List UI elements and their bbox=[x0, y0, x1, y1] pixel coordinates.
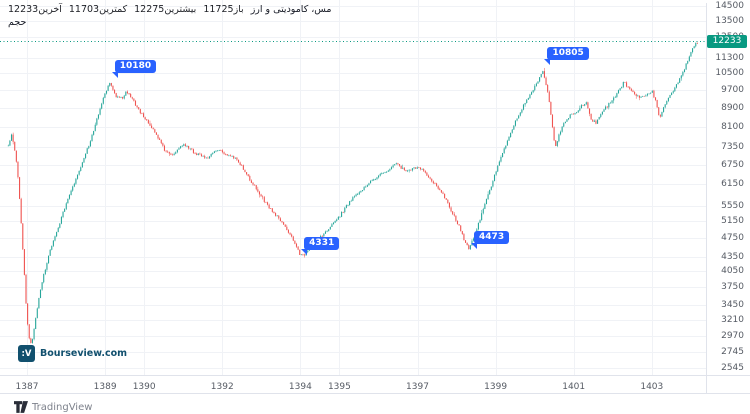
price-tick-label: 2970 bbox=[721, 330, 744, 341]
time-tick-label: 1403 bbox=[640, 382, 664, 392]
time-tick-label: 1392 bbox=[210, 382, 234, 392]
time-tick-label: 1387 bbox=[15, 382, 39, 392]
time-tick-label: 1390 bbox=[132, 382, 156, 392]
legend-field-high: 12275 بیشترین bbox=[134, 4, 196, 15]
symbol-name[interactable]: مس، کامودیتی و ارز bbox=[250, 4, 332, 15]
legend-field-low: 11703 کمترین bbox=[69, 4, 127, 15]
legend-last-label: آخرین bbox=[38, 4, 62, 15]
last-price-badge: 12233 bbox=[707, 34, 747, 48]
price-tick-label: 7350 bbox=[721, 142, 744, 153]
price-callout[interactable]: 10180 bbox=[111, 59, 157, 78]
bourseview-label: Bourseview.com bbox=[40, 348, 128, 359]
price-tick-label: 9700 bbox=[721, 84, 744, 95]
price-callout[interactable]: 10805 bbox=[544, 47, 589, 66]
bourseview-logo-icon: :V bbox=[18, 345, 35, 362]
price-tick-label: 11300 bbox=[715, 52, 744, 63]
price-tick-label: 3210 bbox=[721, 314, 744, 325]
price-tick-label: 4350 bbox=[721, 251, 744, 262]
price-tick-label: 4750 bbox=[721, 233, 744, 244]
price-tick-label: 13500 bbox=[715, 15, 744, 26]
time-tick-label: 1394 bbox=[288, 382, 312, 392]
time-tick-label: 1401 bbox=[562, 382, 586, 392]
legend-open-value: 11725 bbox=[203, 4, 234, 15]
price-tick-label: 4050 bbox=[721, 266, 744, 277]
price-tick-label: 10500 bbox=[715, 68, 744, 79]
price-tick-label: 3450 bbox=[721, 299, 744, 310]
bourseview-watermark[interactable]: :V Bourseview.com bbox=[18, 345, 127, 362]
tradingview-attribution[interactable]: TradingView bbox=[14, 398, 92, 414]
legend-last-value: 12233 bbox=[8, 4, 39, 15]
time-tick-label: 1395 bbox=[327, 382, 351, 392]
legend-low-label: کمترین bbox=[99, 4, 128, 15]
ohlc-legend: 12233 آخرین 11703 کمترین 12275 بیشترین 1172… bbox=[8, 4, 332, 15]
price-scale[interactable]: 1450013500125001130010500970089008100735… bbox=[707, 0, 750, 393]
price-tick-label: 3750 bbox=[721, 282, 744, 293]
legend-high-label: بیشترین bbox=[164, 4, 197, 15]
tradingview-label: TradingView bbox=[32, 402, 93, 413]
price-callout[interactable]: 4473 bbox=[471, 230, 510, 249]
price-tick-label: 6150 bbox=[721, 179, 744, 190]
time-axis[interactable]: 1387 1389 1390 1392 1394 1395 1397 1399 1401 1403 bbox=[0, 376, 750, 393]
legend-field-last: 12233 آخرین bbox=[8, 4, 62, 15]
price-scale-separator bbox=[706, 3, 707, 393]
widget-bottom-border bbox=[0, 393, 750, 394]
time-tick-label: 1397 bbox=[406, 382, 429, 392]
legend-open-label: باز bbox=[233, 4, 244, 15]
price-callout[interactable]: 4331 bbox=[301, 237, 340, 256]
legend-low-value: 11703 bbox=[68, 4, 100, 15]
price-tick-label: 5150 bbox=[721, 216, 744, 227]
time-tick-label: 1399 bbox=[484, 382, 508, 392]
volume-legend: حجم bbox=[8, 17, 27, 28]
legend-high-value: 12275 bbox=[134, 4, 165, 15]
price-tick-label: 6750 bbox=[721, 160, 744, 171]
legend-field-open: 11725 باز bbox=[203, 4, 243, 15]
time-tick-label: 1389 bbox=[93, 382, 117, 392]
time-axis-separator bbox=[0, 375, 750, 376]
price-tick-label: 8100 bbox=[721, 122, 744, 133]
price-tick-label: 5550 bbox=[721, 200, 744, 211]
price-tick-label: 14500 bbox=[715, 1, 744, 11]
price-tick-label: 2545 bbox=[721, 363, 744, 374]
price-tick-label: 8900 bbox=[721, 102, 744, 113]
tradingview-logo-icon bbox=[14, 398, 28, 414]
price-tick-label: 2745 bbox=[721, 347, 744, 358]
